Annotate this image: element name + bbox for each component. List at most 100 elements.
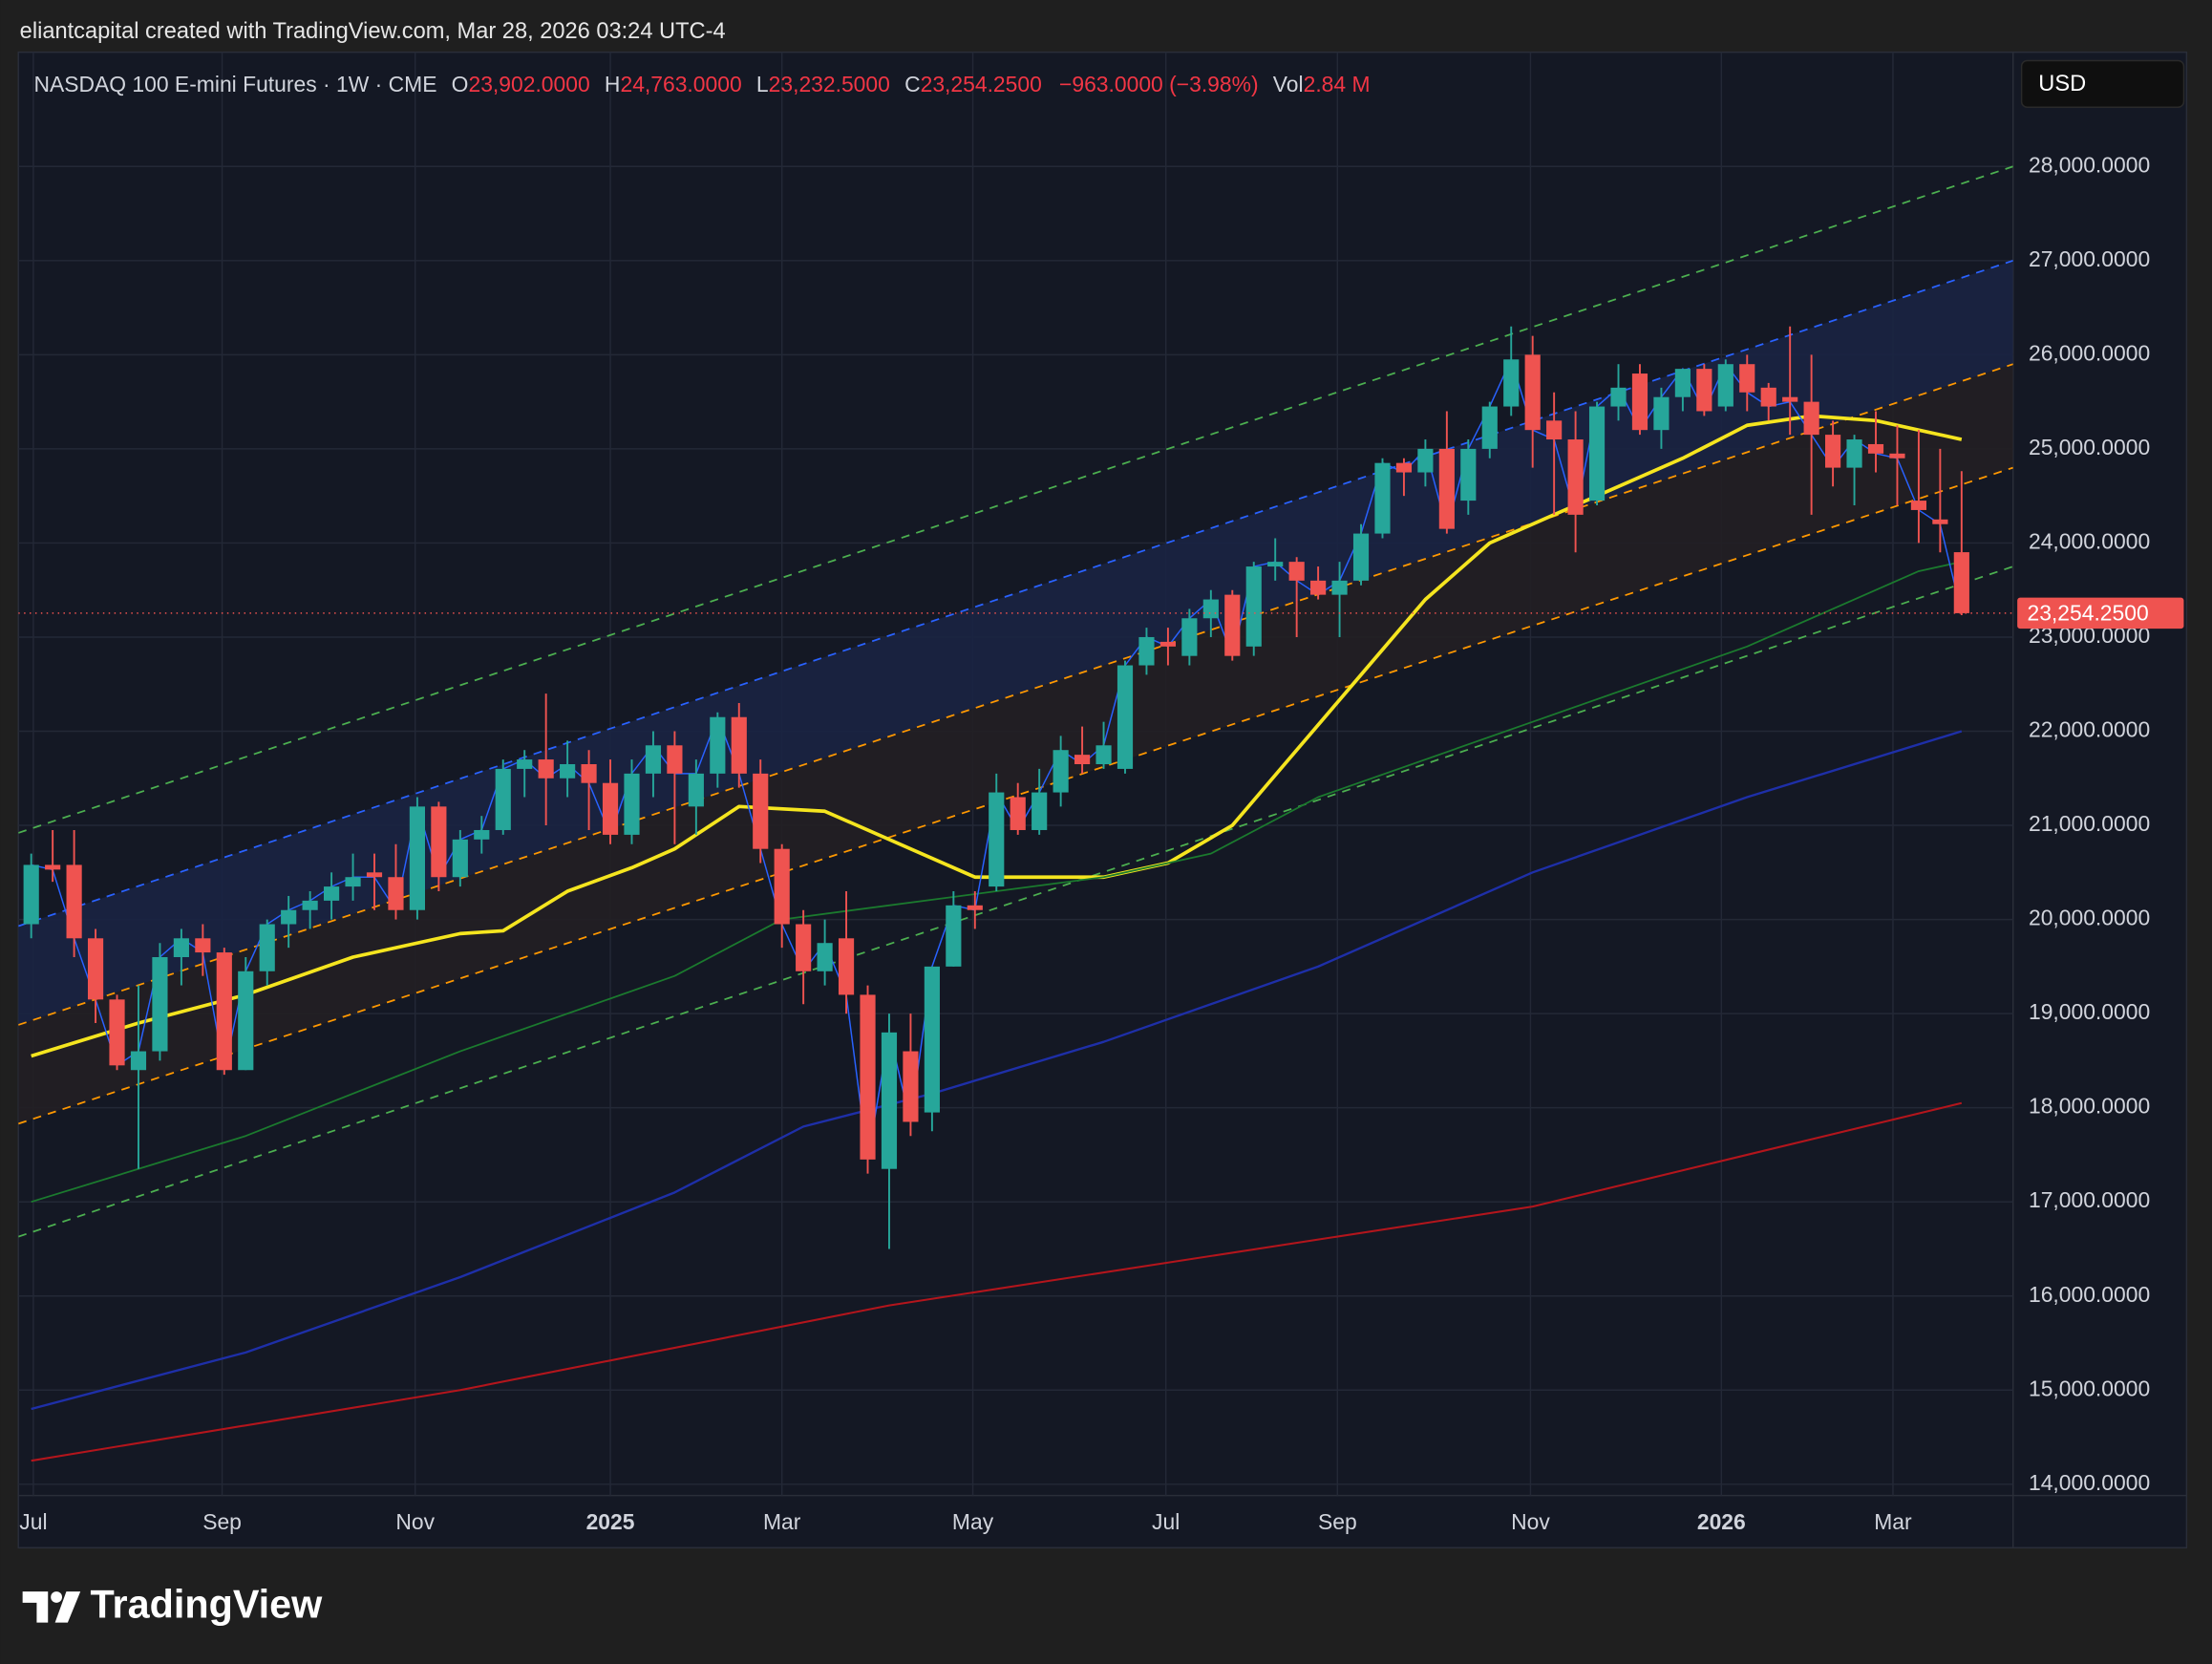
candle-body [1889, 453, 1905, 459]
candle-body [1010, 797, 1026, 830]
candle-body [1310, 580, 1327, 595]
candle-body [667, 745, 683, 774]
candle-body [1610, 387, 1627, 407]
o-label: O [452, 72, 469, 96]
candle-body [45, 864, 61, 870]
y-tick-label: 24,000.0000 [2029, 528, 2150, 553]
y-tick-label: 15,000.0000 [2029, 1376, 2150, 1400]
moving-average [31, 561, 1963, 1204]
candle-body [23, 864, 39, 925]
logo-icon [22, 1591, 81, 1623]
y-tick-label: 16,000.0000 [2029, 1282, 2150, 1307]
candle-body [1910, 501, 1926, 510]
y-tick-label: 14,000.0000 [2029, 1470, 2150, 1495]
candle-body [1717, 364, 1733, 407]
y-tick-label: 20,000.0000 [2029, 906, 2150, 930]
candle-body [881, 1032, 898, 1169]
plot: 14,000.0000 15,000.0000 16,000.0000 17,000.… [18, 52, 2184, 1534]
last-price-box [2017, 597, 2184, 629]
candle-body [388, 877, 404, 910]
candle-body [1546, 420, 1563, 440]
candle-body [1331, 580, 1348, 595]
plot-area [18, 52, 2013, 1496]
x-tick-label: Mar [763, 1509, 801, 1534]
y-tick-label: 26,000.0000 [2029, 340, 2150, 365]
candle-body [1653, 396, 1670, 431]
candle-body [1760, 387, 1776, 407]
vol-label: Vol [1273, 72, 1304, 96]
candle-body [1202, 599, 1219, 619]
candle-body [903, 1051, 919, 1122]
candle-body [581, 763, 597, 783]
x-tick-label: May [952, 1509, 994, 1534]
candle-body [967, 905, 983, 910]
y-tick-label: 27,000.0000 [2029, 246, 2150, 271]
h-value: 24,763.0000 [620, 72, 741, 96]
candle-body [1245, 566, 1262, 647]
y-tick-label: 18,000.0000 [2029, 1094, 2150, 1119]
candle-body [345, 877, 361, 887]
candle-body [838, 938, 855, 995]
symbol: NASDAQ 100 E-mini Futures · 1W · CME [33, 72, 436, 96]
candle-body [753, 773, 769, 849]
candle-body [731, 716, 747, 774]
candle-body [860, 994, 876, 1160]
x-tick-label: 2025 [586, 1509, 635, 1534]
candle-body [1395, 462, 1413, 473]
c-value: 23,254.2500 [921, 72, 1042, 96]
candle-body [474, 829, 490, 840]
candle-body [1460, 448, 1477, 501]
candle-body [1825, 435, 1841, 468]
candle-body [366, 872, 383, 878]
channel-fill [18, 260, 2013, 1025]
candle-body [66, 864, 82, 939]
x-tick-label: Nov [1511, 1509, 1550, 1534]
candle-body [1932, 519, 1948, 524]
candle-body [1846, 439, 1862, 468]
candle-body [645, 745, 662, 774]
candle-body [1074, 755, 1091, 764]
y-tick-label: 28,000.0000 [2029, 152, 2150, 177]
candle-body [87, 938, 104, 1000]
candle-body [1117, 665, 1134, 769]
candle-body [1159, 641, 1177, 647]
candle-body [710, 716, 726, 774]
candle-body [1267, 562, 1284, 567]
currency[interactable]: USD [2038, 72, 2086, 96]
x-tick-label: Nov [395, 1509, 435, 1534]
candle-body [195, 938, 211, 953]
y-tick-label: 22,000.0000 [2029, 717, 2150, 742]
candle-body [1953, 552, 1969, 613]
candle-body [1352, 533, 1370, 581]
x-tick-label: Jul [19, 1509, 47, 1534]
y-tick-label: 17,000.0000 [2029, 1187, 2150, 1212]
candle-body [989, 792, 1005, 887]
l-value: 23,232.5000 [769, 72, 890, 96]
currency-button[interactable] [2020, 59, 2185, 108]
candle-body [624, 773, 640, 835]
candle-body [1181, 618, 1198, 656]
candle-body [1095, 745, 1112, 764]
candle-body [1224, 594, 1241, 656]
candle-body [431, 806, 447, 878]
candle-body [409, 806, 426, 910]
candle-body [238, 971, 254, 1071]
candle-body [1032, 792, 1048, 830]
candle-body [946, 905, 962, 967]
candle-body [259, 924, 275, 971]
candle-body [1588, 406, 1606, 501]
candle-body [517, 759, 533, 769]
candle-body [1631, 373, 1648, 431]
candle-body [109, 999, 125, 1066]
candle-body [452, 839, 468, 878]
h-label: H [605, 72, 621, 96]
candle-body [1567, 439, 1584, 515]
l-label: L [756, 72, 769, 96]
candle-body [281, 909, 297, 925]
candle-body [774, 848, 790, 925]
attribution: eliantcapital created with TradingView.c… [20, 19, 726, 44]
chart-panel [17, 51, 2188, 1549]
x-tick-label: Jul [1152, 1509, 1180, 1534]
